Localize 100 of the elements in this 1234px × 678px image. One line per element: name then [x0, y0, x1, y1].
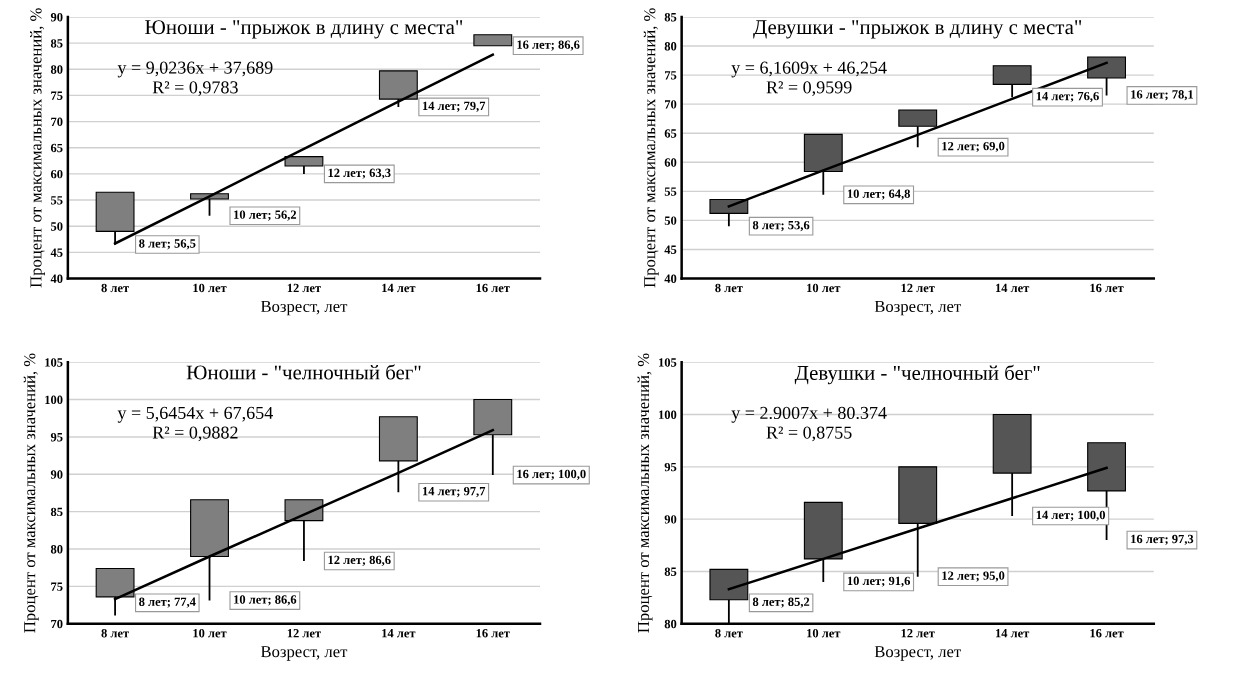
y-axis-title: Процент от максимальных значений, %	[643, 8, 659, 288]
candlestick	[803, 133, 843, 196]
y-tick-label: 40	[664, 274, 677, 283]
annotation: y = 5,6454x + 67,654	[117, 406, 273, 423]
candlestick	[284, 156, 324, 175]
text: 12 лет; 86,6	[328, 555, 391, 566]
text: 10 лет; 86,6	[234, 595, 297, 606]
y-tick-label: 50	[51, 222, 63, 231]
y-tick-label: 70	[665, 100, 677, 109]
text: 14 лет; 76,6	[1036, 91, 1099, 103]
text: 16 лет; 78,1	[1131, 90, 1194, 101]
x-tick-label: 8 лет	[101, 283, 129, 293]
candlestick	[803, 501, 843, 583]
annotation: R² = 0,9599	[766, 81, 852, 96]
annotation: y = 2.9007x + 80.374	[731, 406, 887, 423]
y-tick-label: 60	[664, 158, 677, 167]
x-tick-label: 8 лет	[715, 628, 743, 638]
y-tick-label: 55	[51, 196, 63, 205]
text: 14 лет; 97,7	[422, 486, 486, 498]
text: 10 лет; 56,2	[234, 210, 297, 221]
text: 14 лет; 100,0	[1036, 510, 1106, 521]
y-tick-label: 105	[45, 358, 63, 367]
y-tick-label: 85	[50, 507, 63, 517]
y-tick-label: 65	[50, 143, 63, 153]
text: 16 лет; 86,6	[517, 40, 580, 51]
y-tick-label: 80	[664, 619, 677, 629]
text: 8 лет; 77,4	[139, 597, 196, 608]
text: 16 лет; 100,0	[517, 469, 586, 480]
y-tick-label: 55	[664, 187, 677, 196]
x-tick-label: 16 лет	[476, 629, 510, 638]
x-tick-label: 16 лет	[476, 283, 510, 293]
x-tick-label: 8 лет	[715, 283, 743, 293]
x-tick-label: 10 лет	[193, 628, 227, 638]
x-tick-label: 12 лет	[901, 629, 935, 638]
x-tick-label: 10 лет	[807, 628, 841, 638]
y-tick-label: 100	[45, 395, 63, 405]
y-tick-label: 80	[50, 65, 63, 74]
text: 8 лет; 53,6	[752, 220, 810, 232]
text: 10 лет; 91,6	[847, 576, 911, 587]
x-tick-label: 16 лет	[1090, 283, 1124, 293]
y-tick-label: 60	[50, 169, 63, 179]
y-tick-label: 100	[659, 410, 677, 419]
y-tick-label: 85	[50, 39, 63, 48]
text: 14 лет; 79,7	[422, 101, 486, 112]
chart-title: Юноши - "челночный бег"	[186, 364, 421, 380]
x-tick-label: 16 лет	[1090, 629, 1124, 638]
annotation: y = 6,1609x + 46,254	[731, 61, 887, 78]
text: 12 лет; 69,0	[942, 141, 1005, 153]
x-tick-label: 10 лет	[807, 283, 841, 293]
y-tick-label: 80	[50, 545, 63, 554]
x-tick-label: 12 лет	[287, 629, 321, 638]
y-axis-title: Процент от максимальных значений, %	[637, 353, 653, 633]
y-tick-label: 90	[50, 470, 63, 479]
text: 12 лет; 95,0	[942, 571, 1005, 582]
y-tick-label: 45	[50, 248, 63, 257]
y-tick-label: 70	[51, 117, 63, 127]
annotation: R² = 0,8755	[766, 426, 852, 442]
annotation: y = 9,0236x + 37,689	[117, 61, 273, 78]
x-tick-label: 8 лет	[101, 628, 129, 638]
y-tick-label: 85	[664, 567, 677, 576]
y-tick-label: 50	[664, 216, 677, 225]
y-tick-label: 45	[664, 245, 677, 254]
chart-title: Девушки - "прыжок в длину с места"	[753, 20, 1082, 39]
x-tick-label: 12 лет	[901, 283, 935, 293]
y-tick-label: 105	[659, 358, 677, 367]
y-tick-label: 95	[664, 462, 677, 472]
y-tick-label: 70	[51, 619, 63, 629]
text: 8 лет; 85,2	[752, 597, 810, 608]
y-tick-label: 65	[664, 129, 677, 138]
y-tick-label: 95	[50, 432, 63, 442]
x-tick-label: 12 лет	[287, 283, 321, 293]
text: 16 лет; 97,3	[1131, 534, 1194, 545]
y-tick-label: 75	[665, 71, 677, 80]
annotation: R² = 0,9783	[152, 81, 238, 96]
x-axis-title: Возрест, лет	[874, 300, 961, 316]
text: 12 лет; 63,3	[328, 168, 391, 179]
x-tick-label: 14 лет	[382, 283, 416, 293]
y-tick-label: 90	[50, 12, 63, 22]
candlestick	[898, 109, 938, 149]
x-tick-label: 14 лет	[995, 283, 1030, 293]
y-axis-title: Процент от максимальных значений, %	[30, 8, 45, 288]
y-tick-label: 90	[664, 515, 677, 524]
candlestick	[992, 65, 1032, 99]
chart-title: Девушки - "челночный бег"	[794, 364, 1040, 385]
x-axis-title: Возрест, лет	[260, 300, 348, 316]
y-tick-label: 75	[51, 582, 63, 591]
x-axis-title: Возрест, лет	[260, 646, 348, 661]
y-tick-label: 80	[664, 42, 677, 51]
x-tick-label: 14 лет	[382, 629, 416, 638]
y-tick-label: 40	[50, 274, 63, 283]
y-axis-title: Процент от максимальных значений, %	[23, 353, 39, 633]
text: 8 лет; 56,5	[139, 239, 196, 250]
chart-title: Юноши - "прыжок в длину с места"	[145, 20, 463, 39]
text: 10 лет; 64,8	[847, 189, 910, 200]
x-axis-title: Возрест, лет	[874, 646, 961, 661]
annotation: R² = 0,9882	[152, 426, 238, 442]
candlestick	[473, 34, 513, 47]
y-tick-label: 85	[664, 12, 677, 22]
y-tick-label: 75	[51, 91, 63, 100]
x-tick-label: 10 лет	[193, 283, 227, 293]
